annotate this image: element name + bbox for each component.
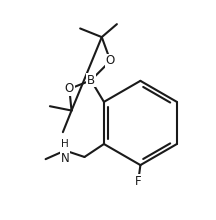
Text: O: O [65, 82, 74, 95]
Text: F: F [135, 175, 141, 188]
Text: O: O [106, 54, 115, 67]
Text: B: B [87, 74, 95, 87]
Text: N: N [61, 152, 69, 165]
Text: H
N: H N [61, 140, 69, 161]
Text: H: H [61, 139, 69, 149]
